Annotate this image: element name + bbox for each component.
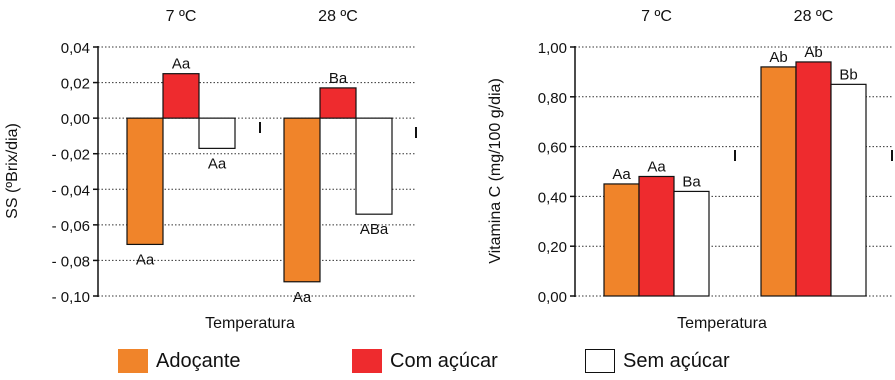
chart1-ytick-label: 0,00 [61,111,90,128]
legend-label-sem-acucar: Sem açúcar [623,349,730,372]
chart1-bar-label: Ba [329,70,348,87]
legend-swatch-com-acucar [352,349,382,373]
chart2-ytick-label: 1,00 [538,40,567,57]
chart2-bar [603,183,640,297]
chart1-bar-label: ABa [360,221,389,238]
chart2-bar [760,66,797,297]
chart2-bar [830,83,867,297]
chart1-bar [198,117,236,149]
legend-swatch-sem-acucar [585,349,615,373]
chart1-ytick-label: - 0,02 [52,147,90,164]
chart2-bar-label: Ba [682,173,701,190]
chart2-bar [638,175,675,297]
chart2-category-label: 28 ºC [794,8,834,25]
legend-swatch-adocante [118,349,148,373]
legend-item-com-acucar: Com açúcar [352,346,498,376]
chart2-bar [673,190,710,297]
chart2-bar-label: Aa [612,166,631,183]
chart1-category-label: 7 ºC [166,8,197,25]
legend-item-sem-acucar: Sem açúcar [585,346,730,376]
chart1-bar-label: Aa [172,56,191,73]
chart1-bar [355,117,393,215]
chart1-x-axis-title: Temperatura [205,315,295,332]
chart2-bar [795,61,832,297]
chart2-ytick-label: 0,40 [538,189,567,206]
chart1-ytick-label: - 0,10 [52,289,90,306]
chart2-x-axis-title: Temperatura [677,315,767,332]
chart1-ytick-label: - 0,06 [52,218,90,235]
chart2-ytick-label: 0,00 [538,289,567,306]
chart2-ytick-label: 0,60 [538,140,567,157]
chart1-ytick-label: 0,04 [61,40,90,57]
chart1-bar [126,117,164,246]
chart1-y-axis-title: SS (ºBrix/dia) [4,123,21,219]
chart2-y-axis-title: Vitamina C (mg/100 g/dia) [487,78,504,264]
chart1-ytick-label: - 0,08 [52,253,90,270]
chart2-ytick-label: 0,80 [538,90,567,107]
chart1-ytick-label: - 0,04 [52,182,90,199]
chart1-bar [319,87,357,119]
chart2-bar-label: Ab [804,44,822,61]
chart1-bar-label: Aa [293,289,312,306]
chart2-bar-label: Bb [839,66,857,83]
legend-label-com-acucar: Com açúcar [390,349,498,372]
chart1-ytick-label: 0,02 [61,76,90,93]
chart2-ytick-label: 0,20 [538,239,567,256]
legend-item-adocante: Adoçante [118,346,241,376]
chart1-bar-label: Aa [136,251,155,268]
chart1-bar [162,73,200,119]
chart1-category-label: 28 ºC [318,8,358,25]
chart1-bar-label: Aa [208,155,227,172]
chart2-category-label: 7 ºC [641,8,672,25]
chart1-bar [283,117,321,283]
chart2-bar-label: Ab [769,49,787,66]
chart2-bar-label: Aa [647,158,666,175]
legend-label-adocante: Adoçante [156,349,241,372]
